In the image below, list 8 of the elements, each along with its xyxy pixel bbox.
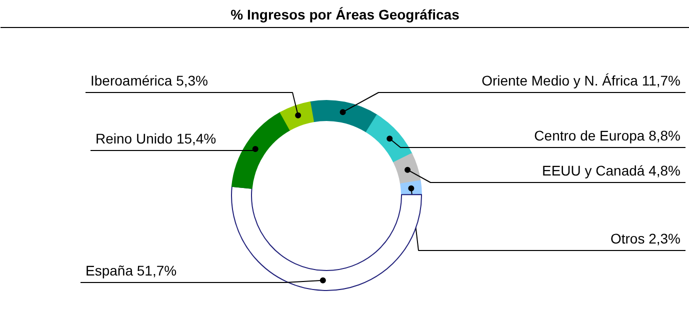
slice-label: Reino Unido 15,4% — [96, 130, 216, 146]
chart-title: % Ingresos por Áreas Geográficas — [230, 6, 460, 22]
slice-label: Iberoamérica 5,3% — [90, 72, 208, 88]
slice-label: Otros 2,3% — [610, 230, 681, 246]
slice-label: EEUU y Canadá 4,8% — [542, 162, 681, 178]
slice-label: Centro de Europa 8,8% — [534, 128, 681, 144]
slice-label: España 51,7% — [86, 262, 177, 278]
slice-label: Oriente Medio y N. África 11,7% — [482, 72, 681, 88]
